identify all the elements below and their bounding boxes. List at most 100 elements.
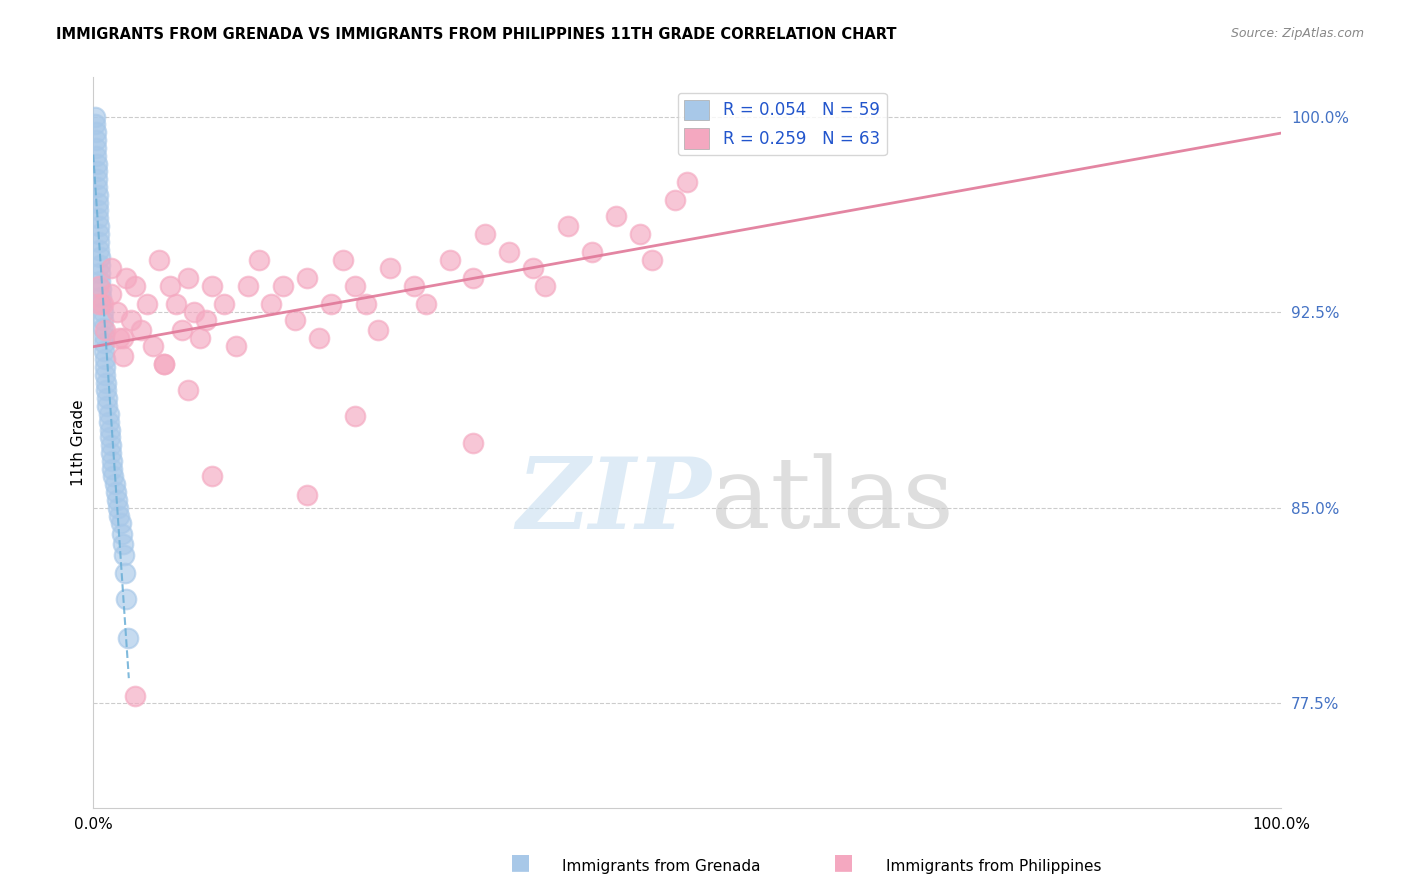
Point <box>86 172 108 186</box>
Point <box>97 415 120 429</box>
Point <box>115 271 138 285</box>
Point <box>172 323 194 337</box>
Point <box>236 279 259 293</box>
Point <box>101 461 124 475</box>
Point <box>295 271 318 285</box>
Point <box>94 368 117 382</box>
Point <box>332 252 354 267</box>
Point <box>96 399 118 413</box>
Point <box>89 274 111 288</box>
Point <box>111 331 134 345</box>
Point <box>93 336 115 351</box>
Point <box>96 384 118 398</box>
Point <box>89 258 111 272</box>
Point <box>129 323 152 337</box>
Point <box>295 488 318 502</box>
Point <box>100 260 122 275</box>
Point <box>142 339 165 353</box>
Point <box>439 252 461 267</box>
Point <box>148 252 170 267</box>
Point <box>107 500 129 515</box>
Text: Immigrants from Philippines: Immigrants from Philippines <box>886 859 1101 874</box>
Text: ■: ■ <box>510 853 530 872</box>
Legend: R = 0.054   N = 59, R = 0.259   N = 63: R = 0.054 N = 59, R = 0.259 N = 63 <box>678 93 887 155</box>
Point <box>271 279 294 293</box>
Point <box>201 469 224 483</box>
Text: ZIP: ZIP <box>516 453 711 549</box>
Point <box>96 376 118 390</box>
Point <box>114 566 136 580</box>
Point <box>676 175 699 189</box>
Point <box>89 279 111 293</box>
Point <box>225 339 247 353</box>
Point <box>110 516 132 531</box>
Point <box>112 548 135 562</box>
Point <box>108 331 131 345</box>
Point <box>108 508 131 523</box>
Point <box>89 235 111 249</box>
Point <box>177 271 200 285</box>
Point <box>356 297 378 311</box>
Point <box>90 282 112 296</box>
Point <box>105 492 128 507</box>
Point <box>378 260 401 275</box>
Text: Immigrants from Grenada: Immigrants from Grenada <box>562 859 761 874</box>
Point <box>100 438 122 452</box>
Point <box>93 344 115 359</box>
Point <box>249 252 271 267</box>
Point <box>195 313 218 327</box>
Point <box>498 245 520 260</box>
Point <box>188 331 211 345</box>
Point <box>89 243 111 257</box>
Point <box>153 357 176 371</box>
Point <box>103 477 125 491</box>
Point <box>101 454 124 468</box>
Point <box>97 407 120 421</box>
Point <box>84 141 107 155</box>
Point <box>84 125 107 139</box>
Point <box>86 180 108 194</box>
Point <box>100 286 122 301</box>
Point <box>94 323 117 337</box>
Point <box>124 689 146 703</box>
Point <box>91 320 114 334</box>
Point <box>463 271 485 285</box>
Point <box>581 245 603 260</box>
Point <box>89 297 111 311</box>
Point <box>111 350 134 364</box>
Point <box>90 297 112 311</box>
Point <box>260 297 283 311</box>
Point <box>308 331 330 345</box>
Point <box>91 297 114 311</box>
Point <box>93 328 115 343</box>
Point <box>111 537 134 551</box>
Point <box>100 446 122 460</box>
Point <box>87 203 110 218</box>
Point <box>96 391 118 405</box>
Text: IMMIGRANTS FROM GRENADA VS IMMIGRANTS FROM PHILIPPINES 11TH GRADE CORRELATION CH: IMMIGRANTS FROM GRENADA VS IMMIGRANTS FR… <box>56 27 897 42</box>
Point <box>104 485 127 500</box>
Point <box>84 110 107 124</box>
Point <box>89 219 111 233</box>
Point <box>86 156 108 170</box>
Point <box>402 279 425 293</box>
Point <box>212 297 235 311</box>
Text: Source: ZipAtlas.com: Source: ZipAtlas.com <box>1230 27 1364 40</box>
Point <box>343 409 366 424</box>
Point <box>91 313 114 327</box>
Point <box>628 227 651 241</box>
Point <box>474 227 496 241</box>
Point <box>165 297 187 311</box>
Point <box>201 279 224 293</box>
Point <box>117 631 139 645</box>
Point <box>153 357 176 371</box>
Point <box>135 297 157 311</box>
Point <box>94 352 117 367</box>
Point <box>98 423 121 437</box>
Point <box>89 251 111 265</box>
Point <box>89 227 111 241</box>
Text: ■: ■ <box>834 853 853 872</box>
Point <box>89 266 111 280</box>
Point <box>111 526 134 541</box>
Point <box>103 469 125 483</box>
